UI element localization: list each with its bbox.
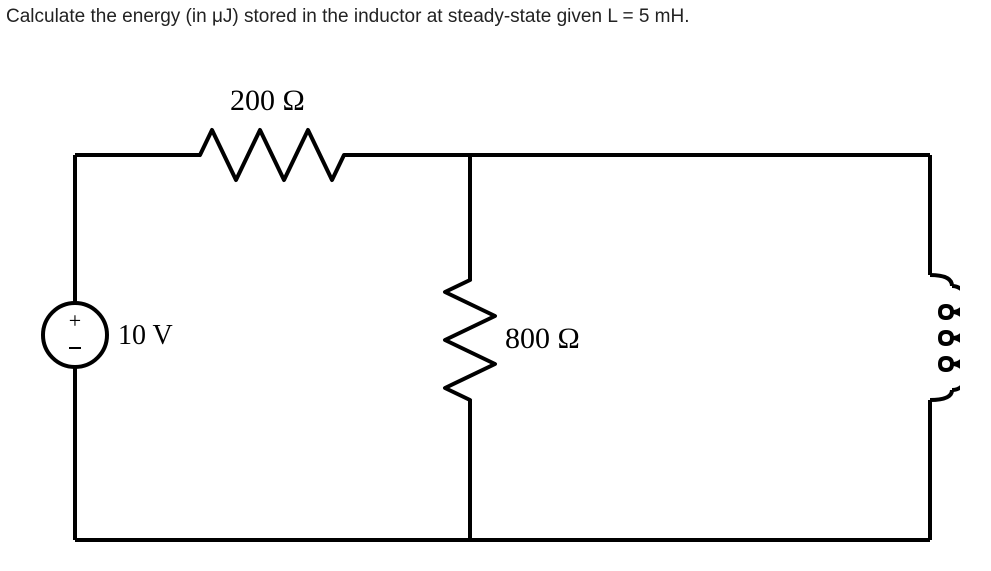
- circuit-svg: +: [40, 60, 960, 560]
- inductor-icon: [930, 275, 960, 400]
- resistor-r2-icon: [445, 280, 495, 400]
- source-plus: +: [69, 308, 81, 333]
- r1-label: 200 Ω: [230, 84, 305, 117]
- r2-label: 800 Ω: [505, 322, 580, 355]
- source-label: 10 V: [118, 320, 173, 351]
- circuit-diagram: +: [40, 60, 960, 560]
- question-text: Calculate the energy (in μJ) stored in t…: [6, 6, 690, 28]
- resistor-r1-icon: [200, 130, 350, 180]
